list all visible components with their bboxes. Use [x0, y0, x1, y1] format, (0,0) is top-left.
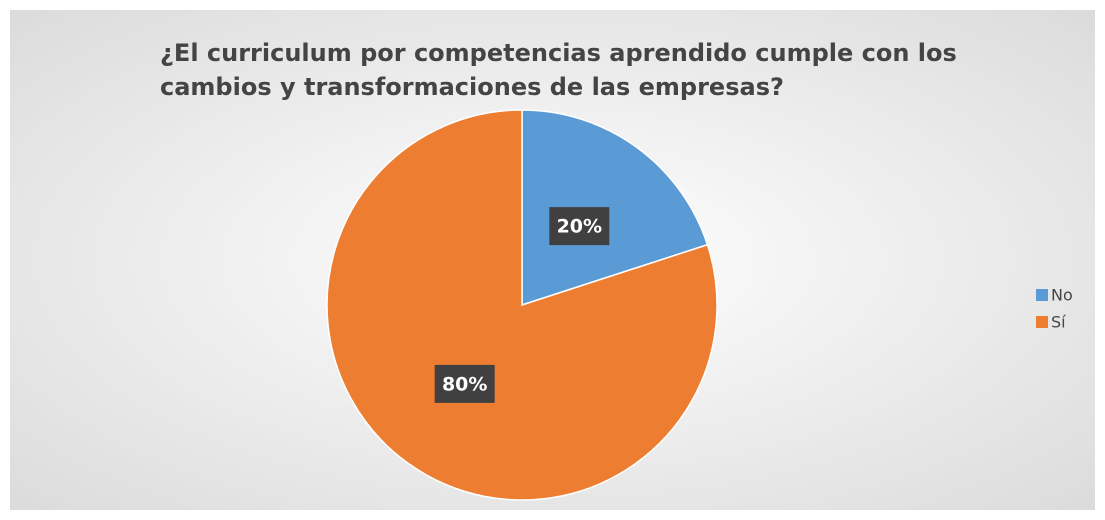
- data-label-box: [549, 207, 610, 246]
- pie-slice: [521, 109, 709, 307]
- legend-swatch: [1036, 316, 1048, 328]
- data-label-box: [434, 364, 495, 403]
- pie-slice: [326, 109, 718, 501]
- legend-label: Sí: [1051, 313, 1066, 332]
- data-label: 80%: [442, 373, 487, 395]
- legend-label: No: [1051, 286, 1073, 305]
- data-label: 20%: [557, 216, 602, 238]
- legend-swatch: [1036, 289, 1048, 301]
- chart-title: ¿El curriculum por competencias aprendid…: [160, 39, 957, 101]
